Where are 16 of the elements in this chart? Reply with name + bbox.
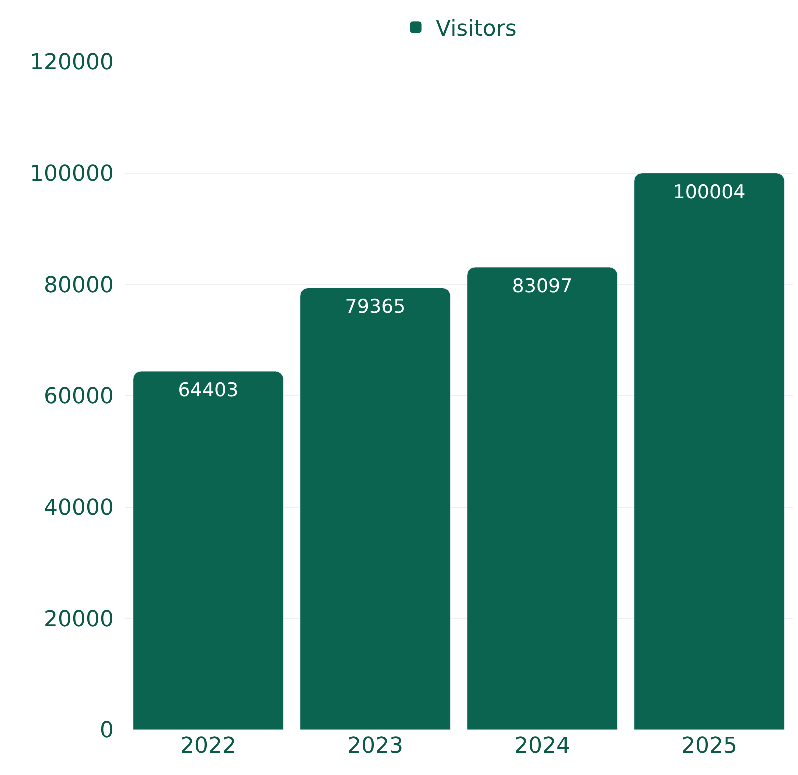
x-tick-label: 2025 (682, 734, 738, 759)
x-tick-label: 2024 (514, 734, 570, 759)
y-tick-label: 100000 (30, 162, 114, 188)
y-tick-label: 0 (100, 718, 114, 744)
data-label: 79365 (345, 296, 406, 318)
y-tick-label: 20000 (44, 607, 114, 632)
y-tick-label: 80000 (44, 273, 114, 298)
y-tick-label: 60000 (44, 384, 114, 410)
y-tick-label: 40000 (44, 496, 114, 522)
data-label: 83097 (512, 275, 573, 298)
x-tick-label: 2023 (348, 734, 404, 759)
y-tick-label: 120000 (30, 50, 114, 76)
legend-label: Visitors (436, 17, 517, 42)
x-tick-label: 2022 (180, 734, 236, 759)
data-label: 100004 (673, 181, 746, 204)
data-label: 64403 (178, 379, 239, 402)
